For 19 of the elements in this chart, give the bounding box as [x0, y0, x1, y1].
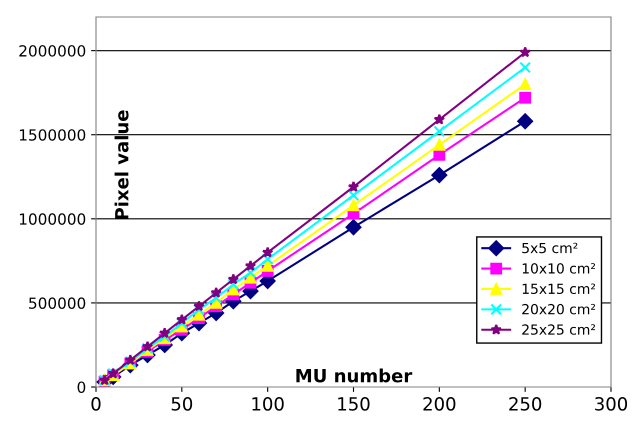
x-tick-label: 200 — [423, 397, 456, 411]
x-tick-label: 0 — [91, 397, 101, 411]
y-tick-label: 500000 — [29, 297, 86, 309]
legend-label: 5x5 cm² — [522, 242, 578, 254]
x-tick-label: 250 — [509, 397, 542, 411]
y-tick-label: 2000000 — [19, 45, 86, 57]
y-tick-label: 1000000 — [20, 213, 86, 225]
legend-label: 25x25 cm² — [522, 324, 596, 335]
y-tick-label: 1500000 — [20, 129, 86, 141]
x-axis-title: MU number — [296, 368, 412, 382]
legend-label: 10x10 cm² — [522, 263, 596, 274]
legend-label: 20x20 cm² — [522, 304, 596, 314]
x-tick-label: 100 — [252, 397, 284, 411]
x-tick-label: 50 — [172, 397, 192, 411]
x-tick-label: 150 — [338, 397, 370, 411]
x-tick-label: 300 — [595, 397, 628, 411]
y-axis-title: Pixel value — [114, 110, 129, 219]
legend-label: 15x15 cm² — [522, 284, 596, 294]
y-tick-label: 0 — [78, 381, 86, 394]
